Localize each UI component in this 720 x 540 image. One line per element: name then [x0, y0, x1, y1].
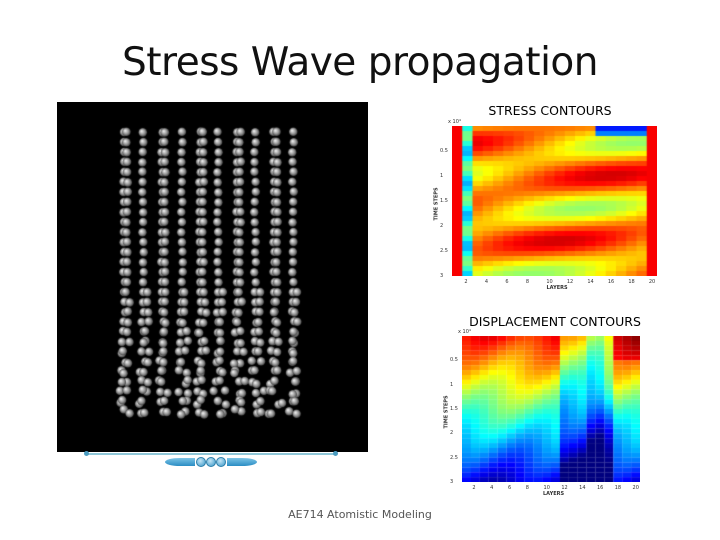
y-tick: 0.5 — [450, 357, 458, 364]
y-tick: 1.5 — [450, 406, 458, 412]
stress-contour-plot: x 10⁴ 0.5 1 1.5 2 2.5 3 2 4 6 8 10 12 14 16 18 20 LAYERS T… — [434, 118, 660, 291]
x-tick: 4 — [484, 279, 489, 285]
y-tick: 1 — [450, 381, 454, 388]
y-tick: 1.5 — [440, 198, 448, 204]
heatmap-canvas — [462, 336, 640, 482]
axis-multiplier: x 10⁴ — [448, 119, 461, 125]
y-tick: 0.5 — [440, 148, 448, 154]
x-tick: 20 — [648, 279, 656, 285]
x-tick: 2 — [472, 485, 476, 491]
x-tick: 14 — [579, 485, 586, 491]
y-tick: 2 — [450, 430, 454, 437]
play-button[interactable] — [216, 457, 226, 467]
y-tick: 2.5 — [440, 248, 448, 254]
atomistic-simulation-movie[interactable] — [57, 102, 368, 452]
y-axis-label: TIME STEPS — [433, 187, 440, 221]
atom-lattice-image — [57, 102, 368, 452]
x-axis-label: LAYERS — [546, 285, 568, 291]
x-tick: 20 — [632, 485, 639, 491]
y-tick: 1 — [440, 173, 444, 179]
displacement-caption: DISPLACEMENT CONTOURS — [469, 314, 641, 329]
y-tick: 2 — [440, 223, 444, 229]
y-axis-label: TIME STEPS — [443, 395, 450, 429]
x-tick: 10 — [546, 279, 553, 285]
x-tick: 6 — [507, 485, 512, 491]
x-tick: 16 — [596, 485, 604, 491]
pause-button[interactable] — [196, 457, 206, 467]
x-tick: 2 — [464, 279, 468, 285]
slide-footer: AE714 Atomistic Modeling — [288, 508, 432, 521]
heatmap-canvas — [452, 126, 657, 276]
progress-start-handle[interactable] — [84, 451, 89, 456]
x-tick: 8 — [525, 485, 529, 491]
y-tick: 2.5 — [450, 454, 458, 461]
rewind-button[interactable] — [165, 458, 195, 466]
y-tick: 3 — [440, 273, 444, 279]
x-tick: 14 — [587, 279, 594, 285]
progress-end-handle[interactable] — [333, 451, 338, 456]
movie-progress-bar[interactable] — [84, 451, 338, 456]
x-tick: 6 — [505, 279, 509, 285]
displacement-contour-plot: x 10⁴ 0.5 1 1.5 2 2.5 3 2 4 6 8 10 12 14 16 18 20 LAYERS T… — [444, 329, 652, 497]
x-tick: 12 — [566, 279, 574, 285]
x-tick: 8 — [525, 279, 530, 285]
x-tick: 18 — [614, 485, 622, 491]
x-axis-label: LAYERS — [543, 491, 565, 497]
x-tick: 18 — [628, 279, 635, 285]
x-tick: 12 — [561, 485, 568, 491]
axis-multiplier: x 10⁴ — [458, 329, 471, 335]
stress-caption: STRESS CONTOURS — [488, 103, 612, 118]
y-tick: 3 — [450, 479, 454, 485]
slide-title: Stress Wave propagation — [122, 40, 599, 85]
x-tick: 10 — [543, 485, 550, 491]
x-tick: 4 — [490, 485, 494, 491]
x-tick: 16 — [607, 279, 615, 285]
movie-controls — [165, 456, 257, 468]
stop-button[interactable] — [206, 457, 216, 467]
forward-button[interactable] — [227, 458, 257, 466]
